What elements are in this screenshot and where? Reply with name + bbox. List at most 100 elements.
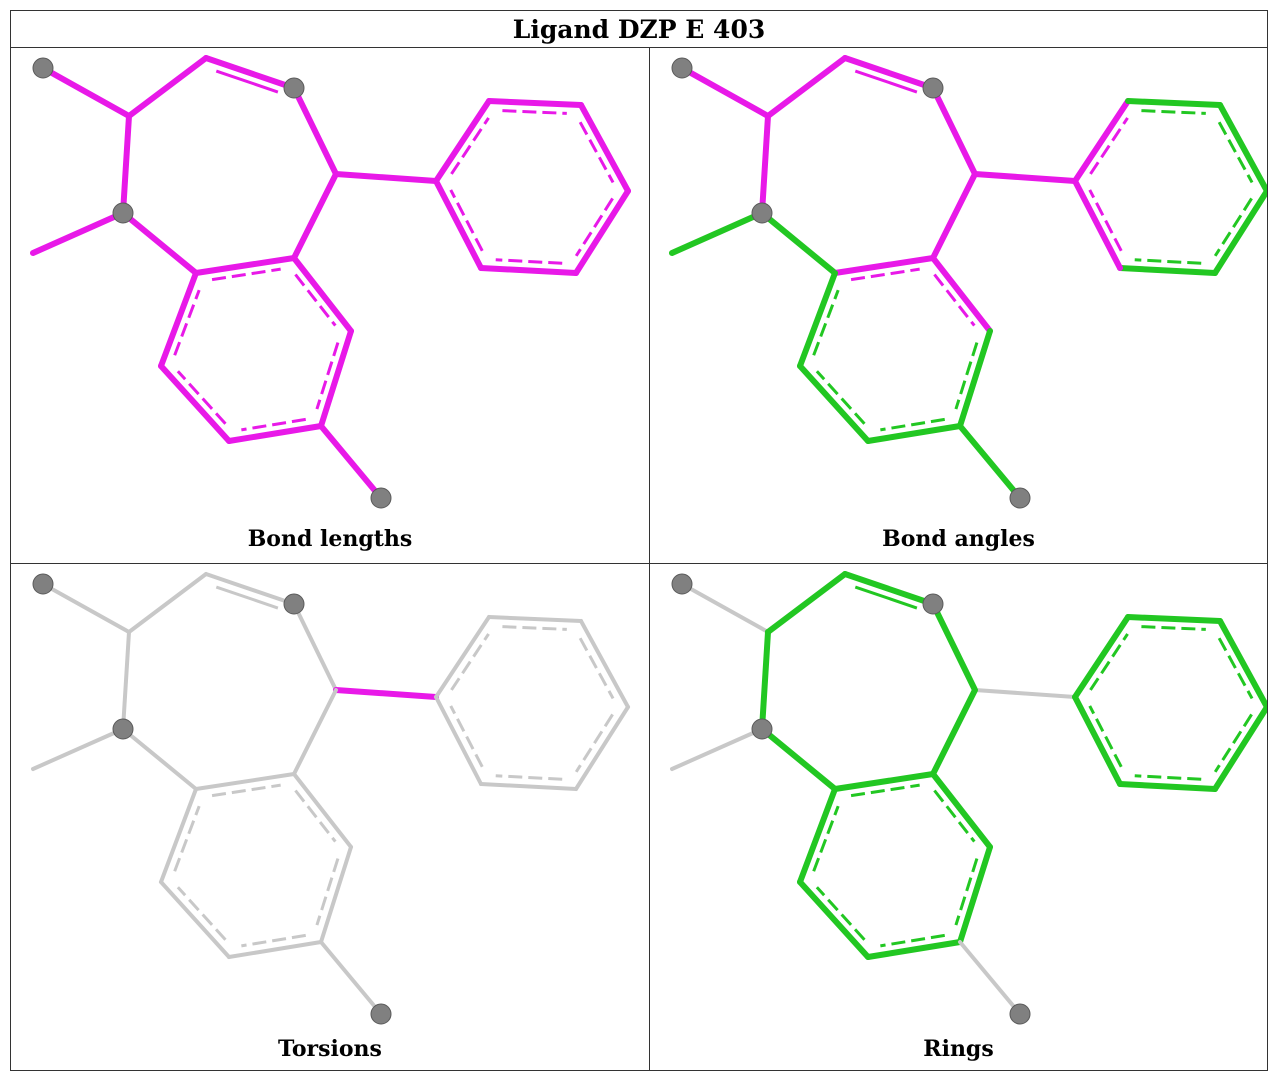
bond-c2-n1 [759, 629, 771, 732]
bond-inner-ph1-pa [1089, 633, 1129, 691]
bond-c3-n4 [203, 55, 297, 91]
bond-c2-c3 [126, 55, 209, 119]
bond-inner-pa-pb [502, 625, 567, 631]
bond-n4-c5 [291, 85, 339, 177]
bond-inner-ph1-pa [1089, 117, 1129, 175]
molecule-view-torsions [31, 572, 630, 1025]
bond-ph1-pa [1072, 98, 1131, 184]
bond-inner-pc-pd [574, 197, 614, 257]
bond-ph1-pa [1072, 614, 1131, 700]
bond-inner-c9-c9a [812, 289, 840, 356]
bond-inner-pb-pc [1217, 637, 1254, 700]
bond-c9a-c5a [832, 771, 936, 792]
bond-c7-c8 [227, 940, 323, 959]
bond-pa-pb [486, 98, 584, 108]
bond-inner-c3-n4 [854, 585, 918, 610]
bond-inner-c9-c9a [812, 805, 840, 872]
bond-m1-c2 [679, 65, 771, 119]
atom-sphere-cl [1009, 1003, 1031, 1025]
bond-c6-c7 [957, 844, 993, 945]
bond-c3-n4 [842, 571, 936, 607]
bond-inner-c3-n4 [854, 69, 918, 94]
bond-c7-cl [958, 940, 1022, 1016]
bond-pd-pe [1117, 265, 1218, 276]
bond-inner-c6-c7 [315, 858, 340, 926]
bond-c7-c8 [226, 423, 324, 444]
bond-pb-pc [578, 102, 631, 194]
bond-n4-c5 [292, 602, 338, 692]
bond-c8-c9 [797, 363, 871, 444]
atom-sphere-n4 [283, 593, 305, 615]
bond-c2-n1 [121, 630, 131, 731]
bond-c5a-c6 [291, 255, 354, 334]
bond-inner-c6-c7 [954, 342, 979, 410]
bond-c2-c3 [127, 572, 208, 634]
bond-c7-cl [319, 940, 383, 1016]
atom-sphere-m1 [671, 573, 693, 595]
bond-inner-c5a-c6 [933, 273, 976, 327]
bond-inner-c3-n4 [215, 69, 279, 94]
bond-c7-c8 [865, 423, 963, 444]
bond-inner-pe-ph1 [449, 189, 484, 252]
atom-sphere-cl [1009, 487, 1031, 509]
bond-inner-pd-pe [1134, 774, 1202, 781]
bond-n1-c9a [759, 726, 838, 792]
bond-inner-c5a-c6 [294, 789, 337, 843]
bond-c5-ph1 [972, 171, 1078, 184]
atom-sphere-cl [370, 1003, 392, 1025]
bond-pc-pd [1212, 188, 1267, 276]
bond-inner-pd-pe [1134, 258, 1202, 265]
bond-c7-c8 [865, 939, 963, 960]
bond-c5a-c5 [291, 171, 339, 261]
bond-m1-c2 [680, 582, 770, 634]
bond-n1-me [31, 727, 125, 771]
bond-ph1-pa [433, 98, 492, 184]
bond-c3-n4 [204, 572, 296, 606]
panel-caption: Torsions [278, 1036, 382, 1062]
bond-ph1-pa [434, 615, 491, 699]
atom-sphere-n4 [922, 593, 944, 615]
atom-sphere-m1 [671, 57, 693, 79]
bond-inner-pa-pb [1141, 109, 1206, 115]
bond-inner-pb-pc [578, 121, 615, 184]
bond-c5a-c6 [292, 772, 353, 849]
bond-c2-c3 [765, 571, 848, 635]
bond-pd-pe [478, 265, 579, 276]
bond-m1-c2 [41, 582, 131, 634]
bond-c9-c9a [159, 787, 198, 884]
bond-c6-c7 [318, 328, 354, 429]
panel-caption: Rings [923, 1036, 994, 1062]
bond-c7-cl [318, 423, 384, 501]
bond-inner-pa-pb [502, 109, 567, 115]
bond-inner-c8-c9 [176, 370, 227, 425]
bond-c5-ph1 [973, 688, 1077, 699]
bond-c5a-c5 [930, 687, 978, 777]
bond-inner-pb-pc [1217, 121, 1254, 184]
bond-inner-c3-n4 [215, 585, 279, 610]
bond-c2-c3 [765, 55, 848, 119]
panel-bond-angles: Bond angles [649, 47, 1268, 564]
bond-inner-pe-ph1 [449, 705, 484, 768]
atom-sphere-n1 [751, 202, 773, 224]
bond-n1-me [30, 210, 126, 256]
atom-sphere-n4 [922, 77, 944, 99]
atom-sphere-m1 [32, 573, 54, 595]
bond-inner-c7-c8 [241, 933, 306, 948]
figure-title: Ligand DZP E 403 [10, 10, 1268, 48]
bond-inner-c9-c9a [173, 805, 201, 872]
bond-c5-ph1 [333, 687, 439, 700]
bond-inner-c7-c8 [880, 933, 945, 948]
bond-pc-pd [574, 705, 630, 791]
bond-pe-ph1 [434, 695, 483, 786]
bond-inner-c9-c9a [173, 289, 201, 356]
bond-pe-ph1 [1072, 178, 1123, 271]
bond-n4-c5 [930, 85, 978, 177]
bond-pe-ph1 [1072, 694, 1123, 787]
bond-pb-pc [1217, 618, 1267, 710]
atom-sphere-n1 [112, 718, 134, 740]
bond-n1-c9a [759, 210, 838, 276]
panel-caption: Bond lengths [247, 526, 413, 552]
bond-pa-pb [1125, 98, 1223, 108]
bond-inner-ph1-pa [450, 117, 490, 175]
bond-inner-c6-c7 [954, 858, 979, 926]
